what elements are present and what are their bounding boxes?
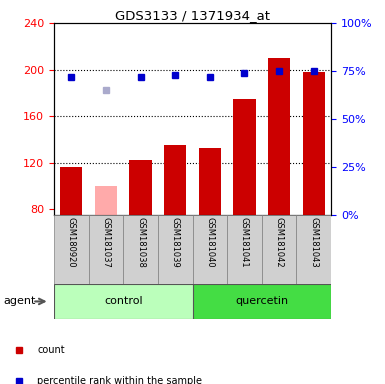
Bar xyxy=(164,145,186,215)
Text: GSM181042: GSM181042 xyxy=(275,217,284,268)
Text: GSM181041: GSM181041 xyxy=(240,217,249,268)
Text: GSM180920: GSM180920 xyxy=(67,217,76,268)
Bar xyxy=(123,215,158,284)
Text: GSM181039: GSM181039 xyxy=(171,217,180,268)
Bar xyxy=(54,284,192,319)
Text: control: control xyxy=(104,296,142,306)
Bar xyxy=(296,215,331,284)
Title: GDS3133 / 1371934_at: GDS3133 / 1371934_at xyxy=(115,9,270,22)
Text: GSM181038: GSM181038 xyxy=(136,217,145,268)
Bar xyxy=(303,72,325,215)
Bar xyxy=(192,284,331,319)
Bar xyxy=(158,215,192,284)
Bar xyxy=(95,186,117,215)
Bar xyxy=(262,215,296,284)
Text: GSM181040: GSM181040 xyxy=(205,217,214,268)
Bar xyxy=(227,215,262,284)
Bar xyxy=(60,167,82,215)
Text: GSM181043: GSM181043 xyxy=(309,217,318,268)
Bar xyxy=(54,215,89,284)
Bar xyxy=(129,161,152,215)
Text: percentile rank within the sample: percentile rank within the sample xyxy=(37,376,202,384)
Text: GSM181037: GSM181037 xyxy=(101,217,110,268)
Text: agent: agent xyxy=(4,296,36,306)
Bar xyxy=(89,215,123,284)
Bar xyxy=(233,99,256,215)
Bar xyxy=(192,215,227,284)
Bar xyxy=(199,147,221,215)
Text: count: count xyxy=(37,345,65,355)
Text: quercetin: quercetin xyxy=(235,296,288,306)
Bar xyxy=(268,58,290,215)
